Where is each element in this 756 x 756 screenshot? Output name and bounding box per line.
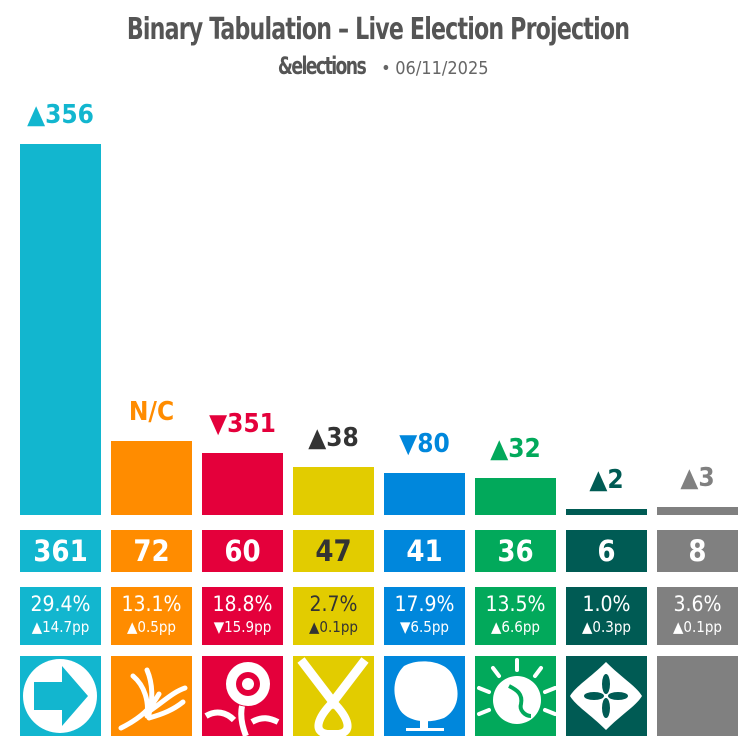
vote-box: 17.9% ▼6.5pp [384, 587, 465, 645]
seat-change-label: ▲3 [680, 462, 715, 493]
seat-count: 72 [111, 530, 192, 572]
bar [657, 506, 738, 515]
vote-share: 17.9% [394, 592, 455, 616]
seat-change-label: ▼351 [209, 409, 276, 440]
seat-count: 41 [384, 530, 465, 572]
vote-share: 13.5% [485, 592, 546, 616]
bar [202, 453, 283, 515]
bar [111, 441, 192, 515]
seat-change-label: ▲38 [308, 422, 359, 453]
seat-change-label: N/C [128, 397, 175, 427]
vote-change: ▼15.9pp [213, 618, 272, 636]
bar [384, 472, 465, 515]
bar [566, 508, 647, 515]
reform-arrow-icon [20, 656, 101, 736]
seat-count: 47 [293, 530, 374, 572]
vote-share: 13.1% [121, 592, 182, 616]
date: 06/11/2025 [395, 58, 489, 79]
labour-rose-icon [202, 656, 283, 736]
seat-count: 36 [475, 530, 556, 572]
vote-share: 2.7% [309, 592, 358, 616]
vote-box: 13.1% ▲0.5pp [111, 587, 192, 645]
vote-share: 18.8% [212, 592, 273, 616]
vote-change: ▲0.1pp [673, 618, 722, 636]
brand-logo: &elections [278, 52, 367, 80]
vote-box: 3.6% ▲0.1pp [657, 587, 738, 645]
seat-count: 361 [20, 530, 101, 572]
vote-box: 1.0% ▲0.3pp [566, 587, 647, 645]
seat-change-label: ▲32 [490, 434, 541, 464]
vote-change: ▲0.1pp [309, 618, 358, 636]
vote-share: 3.6% [673, 592, 722, 616]
vote-change: ▼6.5pp [400, 618, 449, 636]
vote-box: 13.5% ▲6.6pp [475, 587, 556, 645]
vote-change: ▲6.6pp [491, 618, 540, 636]
bar [20, 144, 101, 515]
vote-change: ▲0.3pp [582, 618, 631, 636]
seat-count: 60 [202, 530, 283, 572]
seat-count: 8 [657, 530, 738, 572]
subtitle: &elections • 06/11/2025 [0, 52, 756, 80]
seat-count: 6 [566, 530, 647, 572]
vote-share: 29.4% [30, 592, 91, 616]
snp-ribbon-icon [293, 656, 374, 736]
conservative-tree-icon [384, 656, 465, 736]
vote-share: 1.0% [582, 592, 631, 616]
seat-change-label: ▲356 [27, 100, 94, 130]
page-title: Binary Tabulation – Live Election Projec… [126, 12, 630, 47]
flower-icon [566, 656, 647, 736]
bar [293, 466, 374, 515]
bar [475, 478, 556, 515]
green-globe-icon [475, 656, 556, 736]
seat-change-label: ▼80 [399, 428, 450, 459]
seat-change-label: ▲2 [589, 464, 624, 495]
separator: • [381, 58, 391, 79]
vote-box: 29.4% ▲14.7pp [20, 587, 101, 645]
vote-box: 18.8% ▼15.9pp [202, 587, 283, 645]
other-blank-icon [657, 656, 738, 736]
vote-change: ▲0.5pp [127, 618, 176, 636]
vote-change: ▲14.7pp [31, 618, 90, 636]
libdem-bird-icon [111, 656, 192, 736]
vote-box: 2.7% ▲0.1pp [293, 587, 374, 645]
